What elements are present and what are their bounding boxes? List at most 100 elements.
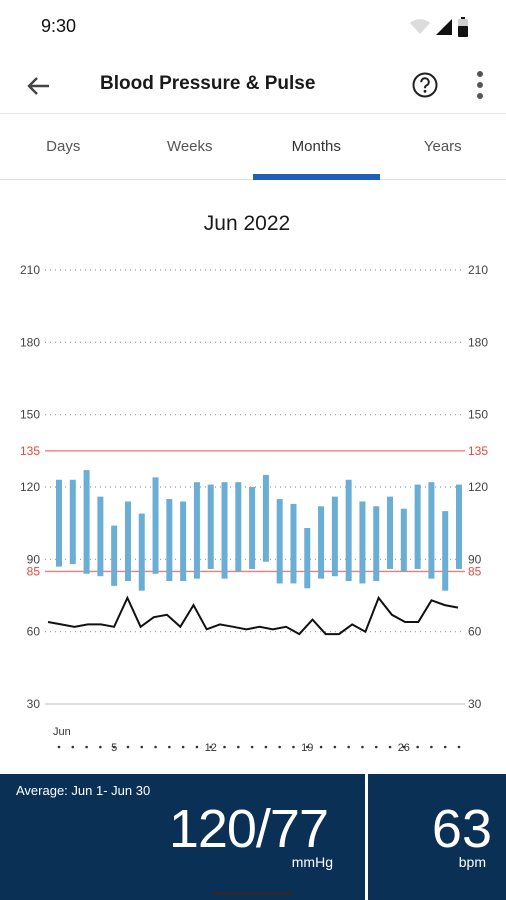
y-tick-right: 180 (468, 335, 488, 349)
help-button[interactable] (410, 70, 440, 100)
y-tick-left: 180 (20, 335, 40, 349)
app-bar: Blood Pressure & Pulse (0, 56, 506, 114)
x-tick-dot (443, 745, 447, 749)
bp-range-bar (318, 506, 325, 579)
x-tick-dot (126, 745, 130, 749)
tab-weeks-label: Weeks (166, 138, 213, 155)
threshold-label-right: 135 (468, 444, 488, 458)
tab-years[interactable]: Years (380, 114, 506, 179)
threshold-label-left: 85 (27, 564, 41, 578)
y-tick-right: 90 (468, 552, 482, 566)
signal-icon (436, 19, 452, 35)
bp-range-bar (359, 501, 366, 584)
page-title: Blood Pressure & Pulse (100, 73, 316, 94)
bp-range-bar (428, 482, 435, 579)
x-tick-dot (374, 745, 378, 749)
bp-range-bar (56, 479, 62, 567)
x-month-label: Jun (53, 726, 71, 738)
bp-range-bar (221, 482, 228, 579)
x-tick-dot (388, 745, 392, 749)
bp-range-bar (152, 477, 159, 574)
tab-years-label: Years (423, 138, 462, 155)
threshold-label-right: 85 (468, 564, 482, 578)
summary-panel: Average: Jun 1- Jun 30 120/77 mmHg 63 bp… (0, 774, 506, 900)
x-tick-dot (181, 745, 185, 749)
tab-days[interactable]: Days (0, 114, 127, 179)
x-tick-dot (416, 745, 419, 749)
threshold-label-left: 135 (20, 444, 40, 458)
bp-range-bar (207, 484, 214, 569)
y-tick-right: 150 (468, 408, 488, 422)
pulse-average: 63 (431, 799, 492, 859)
arrow-left-icon (27, 77, 49, 95)
x-tick-label: 19 (301, 742, 313, 754)
x-tick-dot (223, 745, 226, 749)
bp-range-bar (69, 479, 76, 565)
x-tick-dot (99, 745, 102, 749)
more-options-button[interactable] (470, 68, 490, 102)
bp-range-bar (387, 496, 394, 569)
status-bar: 9:30 (0, 0, 506, 56)
y-tick-left: 150 (20, 408, 40, 422)
x-tick-dot (430, 745, 433, 749)
x-tick-dot (333, 745, 337, 749)
bp-range-bar (138, 513, 145, 591)
x-tick-dot (292, 745, 295, 749)
x-tick-dot (195, 745, 199, 749)
bp-range-bar (456, 484, 462, 569)
tab-months-label: Months (291, 138, 341, 155)
x-tick-label: 5 (111, 742, 117, 754)
x-tick-label: 12 (205, 742, 217, 754)
x-tick-dot (85, 745, 88, 749)
x-tick-dot (209, 745, 213, 749)
home-indicator (212, 892, 294, 895)
bp-range-bar (331, 496, 338, 577)
divider (365, 774, 368, 900)
x-tick-dot (347, 745, 350, 749)
chart-title: Jun 2022 (203, 212, 291, 235)
bp-chart: 210 210 180 180 150 150 120 120 90 90 60 60 30 30 135 1… (20, 263, 488, 754)
bp-range-bar (442, 511, 449, 591)
bp-range-bar (345, 479, 352, 582)
bp-range-bar (304, 527, 311, 589)
bp-range-bar (180, 501, 187, 582)
pulse-unit: bpm (458, 854, 486, 870)
bp-range-bar (373, 506, 380, 582)
x-tick-dot (250, 745, 254, 749)
bp-range-bar (235, 482, 242, 572)
x-tick-dot (237, 745, 240, 749)
x-tick-dot (457, 745, 461, 749)
x-tick-dot (402, 745, 406, 749)
status-icons (410, 17, 468, 37)
blood-pressure-average: 120/77 (168, 799, 329, 859)
y-tick-right: 30 (468, 697, 482, 711)
bp-range-bar (97, 496, 104, 577)
y-tick-left: 30 (27, 697, 41, 711)
bp-range-bar (111, 525, 118, 586)
x-tick-label: 26 (398, 742, 410, 754)
x-tick-dot (57, 745, 61, 749)
x-tick-dot (71, 745, 75, 749)
y-tick-left: 60 (27, 625, 41, 639)
status-time: 9:30 (41, 16, 77, 36)
bp-range-bar (83, 470, 90, 574)
bp-range-bar (290, 503, 297, 584)
y-tick-left: 210 (20, 263, 40, 277)
blood-pressure-unit: mmHg (291, 854, 333, 870)
x-tick-dot (278, 745, 281, 749)
pulse-line (47, 595, 459, 636)
x-tick-dot (319, 745, 323, 749)
y-tick-right: 60 (468, 625, 482, 639)
more-vert-icon (477, 71, 483, 99)
x-tick-dot (154, 745, 157, 749)
bp-range-bar (249, 487, 256, 569)
y-tick-right: 120 (468, 480, 488, 494)
back-button[interactable] (22, 70, 54, 102)
tab-weeks[interactable]: Weeks (127, 114, 254, 179)
x-tick-dot (168, 745, 171, 749)
bp-range-bar (400, 508, 407, 572)
y-tick-left: 120 (20, 480, 40, 494)
tab-days-label: Days (46, 138, 81, 155)
period-tabs: Days Weeks Months Years (0, 114, 506, 180)
tab-months[interactable]: Months (253, 114, 380, 180)
